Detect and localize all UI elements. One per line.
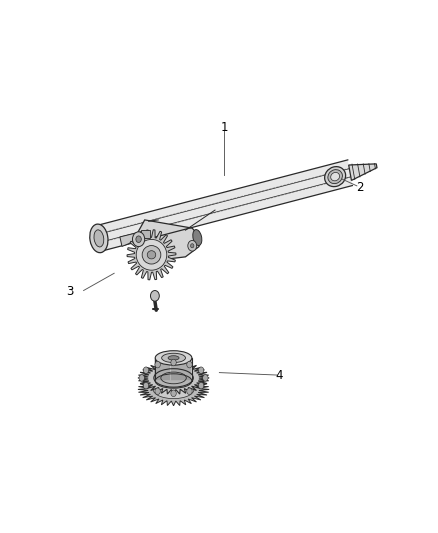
Circle shape	[143, 382, 149, 389]
Ellipse shape	[325, 167, 346, 187]
Ellipse shape	[155, 374, 192, 388]
Circle shape	[143, 367, 149, 374]
Ellipse shape	[147, 251, 156, 259]
Text: 4: 4	[275, 369, 283, 382]
Circle shape	[155, 361, 160, 368]
Polygon shape	[138, 361, 209, 394]
Ellipse shape	[153, 380, 194, 399]
Circle shape	[187, 388, 192, 394]
Polygon shape	[138, 373, 209, 406]
Ellipse shape	[90, 224, 108, 253]
Circle shape	[132, 232, 145, 247]
Ellipse shape	[136, 239, 167, 270]
Circle shape	[203, 375, 208, 381]
Polygon shape	[155, 358, 192, 381]
Circle shape	[188, 240, 197, 251]
Circle shape	[171, 359, 176, 366]
Circle shape	[136, 236, 141, 243]
Polygon shape	[349, 164, 377, 181]
Ellipse shape	[162, 353, 185, 362]
Circle shape	[155, 388, 160, 394]
Circle shape	[191, 244, 194, 248]
Circle shape	[151, 290, 159, 301]
Text: 3: 3	[66, 285, 74, 298]
Circle shape	[171, 390, 176, 397]
Circle shape	[198, 367, 204, 374]
Polygon shape	[97, 160, 352, 251]
Circle shape	[187, 361, 192, 368]
Ellipse shape	[193, 230, 202, 246]
Circle shape	[198, 382, 204, 389]
Ellipse shape	[94, 230, 104, 247]
Ellipse shape	[155, 351, 192, 365]
Ellipse shape	[168, 356, 179, 360]
Ellipse shape	[142, 246, 161, 264]
Polygon shape	[138, 220, 199, 259]
Bar	[141, 230, 150, 238]
Text: 1: 1	[221, 121, 228, 134]
Ellipse shape	[331, 172, 339, 181]
Ellipse shape	[328, 169, 343, 183]
Polygon shape	[120, 231, 146, 246]
Polygon shape	[127, 230, 176, 280]
Circle shape	[139, 375, 145, 381]
Text: 2: 2	[357, 181, 364, 193]
